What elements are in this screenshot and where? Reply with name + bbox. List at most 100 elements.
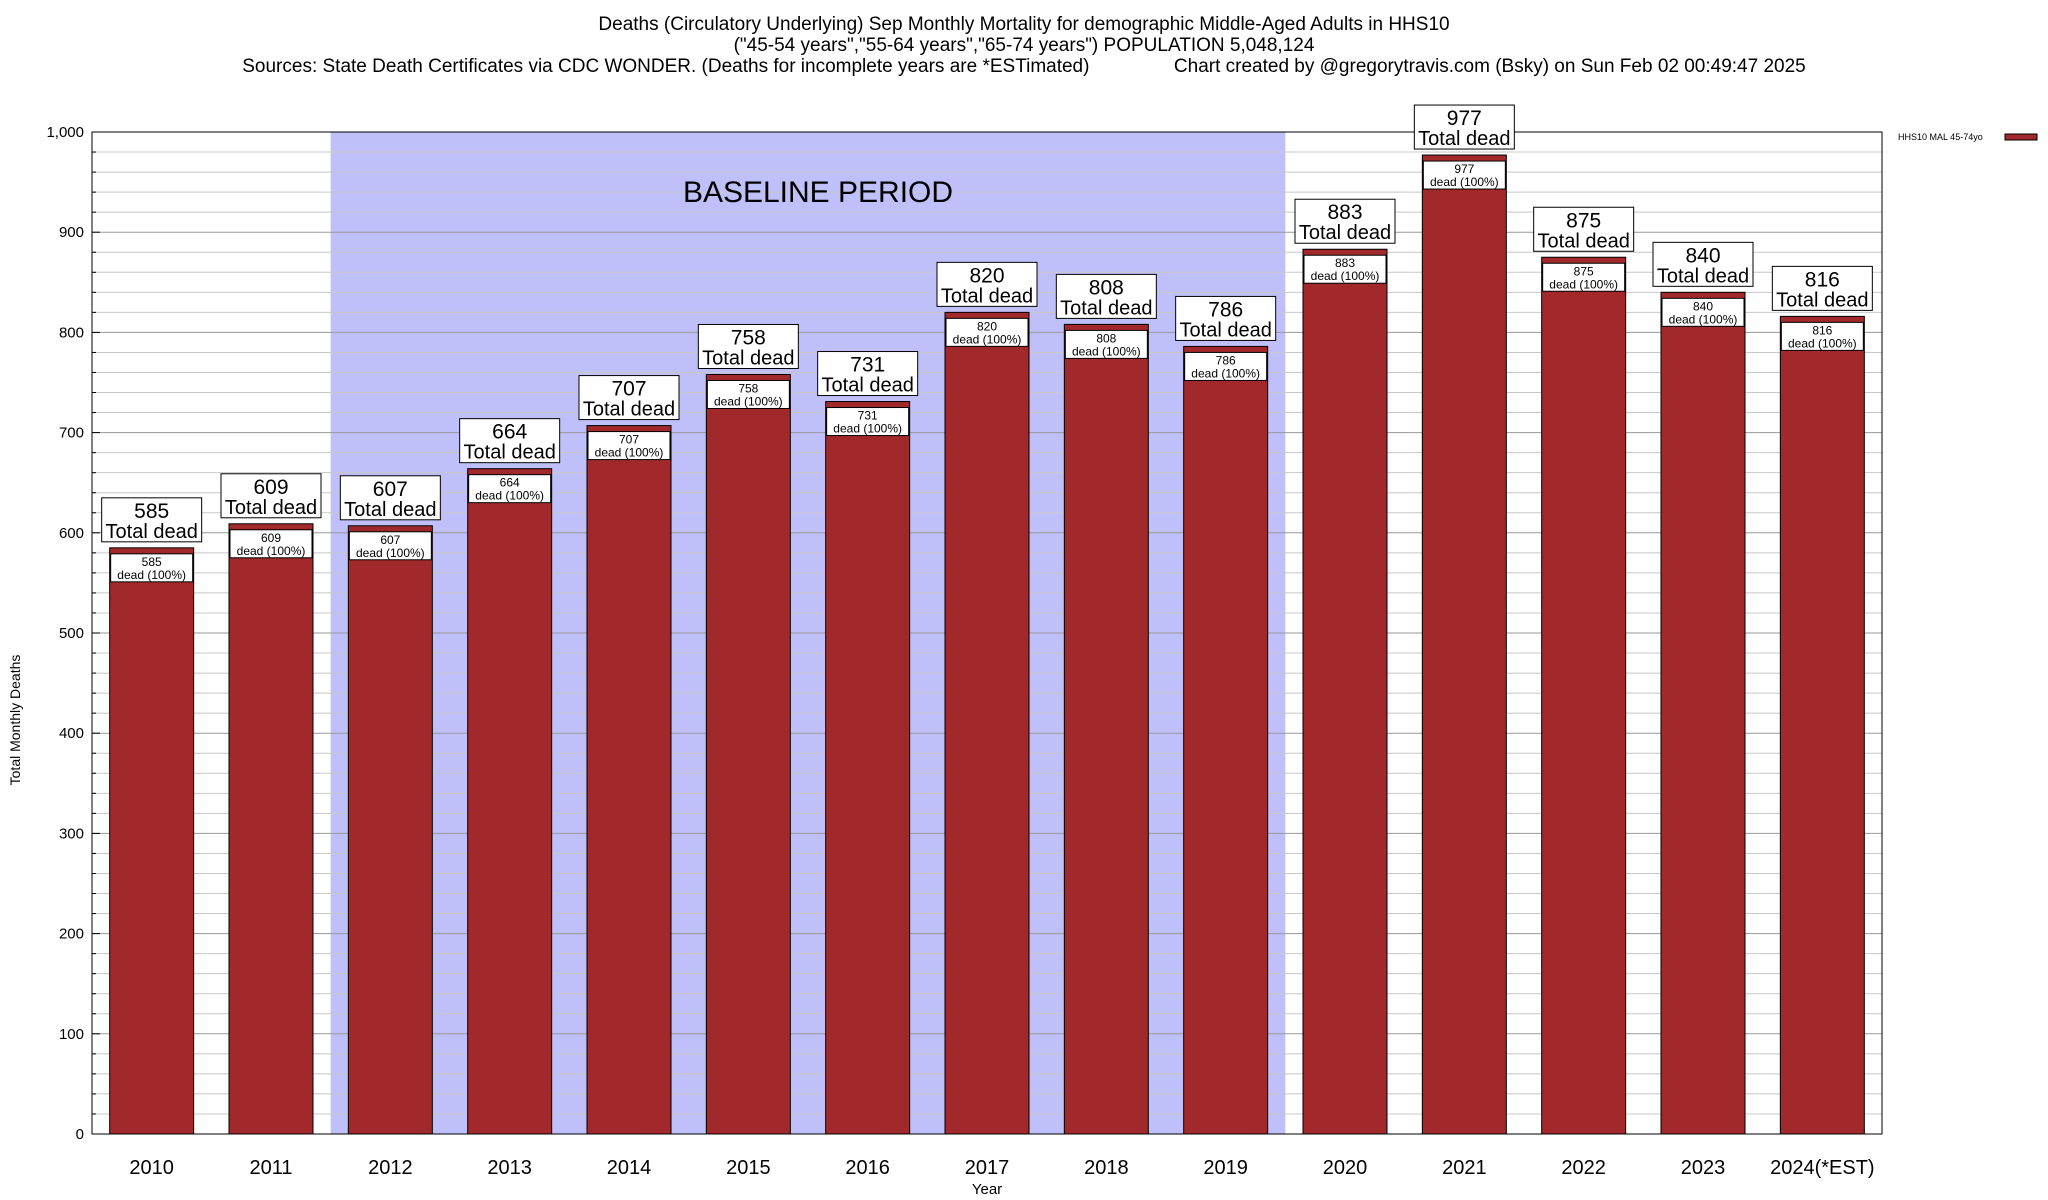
inner-label-box: [1542, 262, 1626, 292]
inner-label-text: dead (100%): [714, 394, 783, 408]
inner-label-box: [1303, 254, 1387, 284]
data-label-text: Total dead: [1299, 222, 1391, 244]
bar-2011: [228, 523, 314, 1135]
inner-label-value: 609: [261, 531, 281, 545]
data-label-value: 707: [611, 378, 646, 401]
data-label-box: [1533, 206, 1635, 252]
inner-label-box: [348, 531, 432, 561]
inner-label-value: 820: [977, 319, 997, 333]
x-tick-label: 2010: [129, 1157, 174, 1179]
inner-label-text: dead (100%): [1669, 312, 1738, 326]
data-label-value: 607: [373, 478, 408, 501]
data-label-box: [459, 418, 561, 464]
y-tick-label: 0: [76, 1126, 84, 1143]
x-tick-label: 2020: [1323, 1157, 1368, 1179]
bar-2023: [1660, 291, 1746, 1135]
title-line-3: Sources: State Death Certificates via CD…: [242, 56, 1806, 77]
x-tick-label: 2018: [1084, 1157, 1129, 1179]
data-label-text: Total dead: [344, 499, 436, 521]
data-label-box: [1413, 104, 1515, 150]
inner-label-box: [229, 529, 313, 559]
data-label-box: [339, 475, 441, 521]
data-label-box: [817, 351, 919, 397]
inner-label-text: dead (100%): [595, 446, 664, 460]
data-label-value: 820: [969, 264, 1004, 287]
data-label-box: [578, 375, 680, 421]
y-tick-label: 1,000: [46, 124, 84, 141]
inner-label-value: 664: [500, 476, 520, 490]
inner-label-value: 883: [1335, 256, 1355, 270]
data-label-value: 609: [253, 476, 288, 499]
bar-2015: [705, 373, 791, 1135]
inner-label-text: dead (100%): [1788, 336, 1857, 350]
y-tick-label: 400: [59, 725, 84, 742]
inner-label-value: 816: [1812, 323, 1832, 337]
y-tick-label: 800: [59, 324, 84, 341]
data-label-value: 808: [1089, 276, 1124, 299]
inner-label-box: [1780, 321, 1864, 351]
data-label-text: Total dead: [822, 375, 914, 397]
data-label-value: 786: [1208, 298, 1243, 321]
data-label-value: 731: [850, 354, 885, 377]
x-tick-label: 2023: [1681, 1157, 1726, 1179]
bar-2010: [109, 547, 195, 1135]
y-tick-label: 100: [59, 1026, 84, 1043]
inner-label-text: dead (100%): [117, 568, 186, 582]
bar-2014: [586, 425, 672, 1135]
y-tick-label: 300: [59, 825, 84, 842]
inner-label-value: 808: [1096, 331, 1116, 345]
inner-label-text: dead (100%): [237, 544, 306, 558]
data-label-box: [1055, 273, 1157, 319]
data-label-text: Total dead: [1418, 128, 1510, 150]
x-tick-label: 2014: [607, 1157, 652, 1179]
inner-label-text: dead (100%): [475, 489, 544, 503]
data-label-box: [101, 497, 203, 543]
bar-2018: [1063, 323, 1149, 1135]
data-label-value: 875: [1566, 209, 1601, 232]
data-label-box: [697, 323, 799, 369]
inner-label-text: dead (100%): [1311, 269, 1380, 283]
y-tick-label: 500: [59, 625, 84, 642]
inner-label-text: dead (100%): [953, 332, 1022, 346]
data-label-text: Total dead: [941, 285, 1033, 307]
y-tick-label: 200: [59, 926, 84, 943]
inner-label-text: dead (100%): [1072, 344, 1141, 358]
x-tick-label: 2017: [965, 1157, 1010, 1179]
x-tick-label: 2019: [1203, 1157, 1248, 1179]
bar-2017: [944, 311, 1030, 1135]
data-label-value: 816: [1805, 268, 1840, 291]
inner-label-value: 977: [1454, 162, 1474, 176]
inner-label-box: [1422, 160, 1506, 190]
x-axis-label: Year: [972, 1181, 1002, 1198]
x-tick-label: 2012: [368, 1157, 413, 1179]
inner-label-value: 875: [1574, 264, 1594, 278]
y-axis-label: Total Monthly Deaths: [7, 655, 23, 786]
data-label-value: 883: [1327, 201, 1362, 224]
bar-2013: [467, 468, 553, 1135]
inner-label-value: 607: [380, 533, 400, 547]
data-label-value: 977: [1447, 107, 1482, 130]
data-label-text: Total dead: [106, 521, 198, 543]
y-tick-label: 700: [59, 425, 84, 442]
x-tick-label: 2015: [726, 1157, 771, 1179]
inner-label-value: 707: [619, 433, 639, 447]
bar-2016: [825, 401, 911, 1135]
data-label-value: 840: [1685, 244, 1720, 267]
inner-label-box: [1064, 329, 1148, 359]
y-tick-label: 900: [59, 224, 84, 241]
inner-label-box: [587, 431, 671, 461]
data-label-box: [1771, 265, 1873, 311]
data-label-box: [220, 473, 322, 519]
axis-layer: 0 100 200 300 400 500 600 700 800 900 1,000 2010 201…: [46, 124, 1883, 1179]
legend-swatch: [2004, 133, 2038, 141]
inner-label-box: [1184, 351, 1268, 381]
data-label-text: Total dead: [225, 497, 317, 519]
inner-label-value: 840: [1693, 299, 1713, 313]
inner-label-value: 758: [738, 381, 758, 395]
inner-label-text: dead (100%): [833, 422, 902, 436]
data-label-box: [936, 261, 1038, 307]
y-tick-label: 600: [59, 525, 84, 542]
data-label-box: [1175, 295, 1277, 341]
